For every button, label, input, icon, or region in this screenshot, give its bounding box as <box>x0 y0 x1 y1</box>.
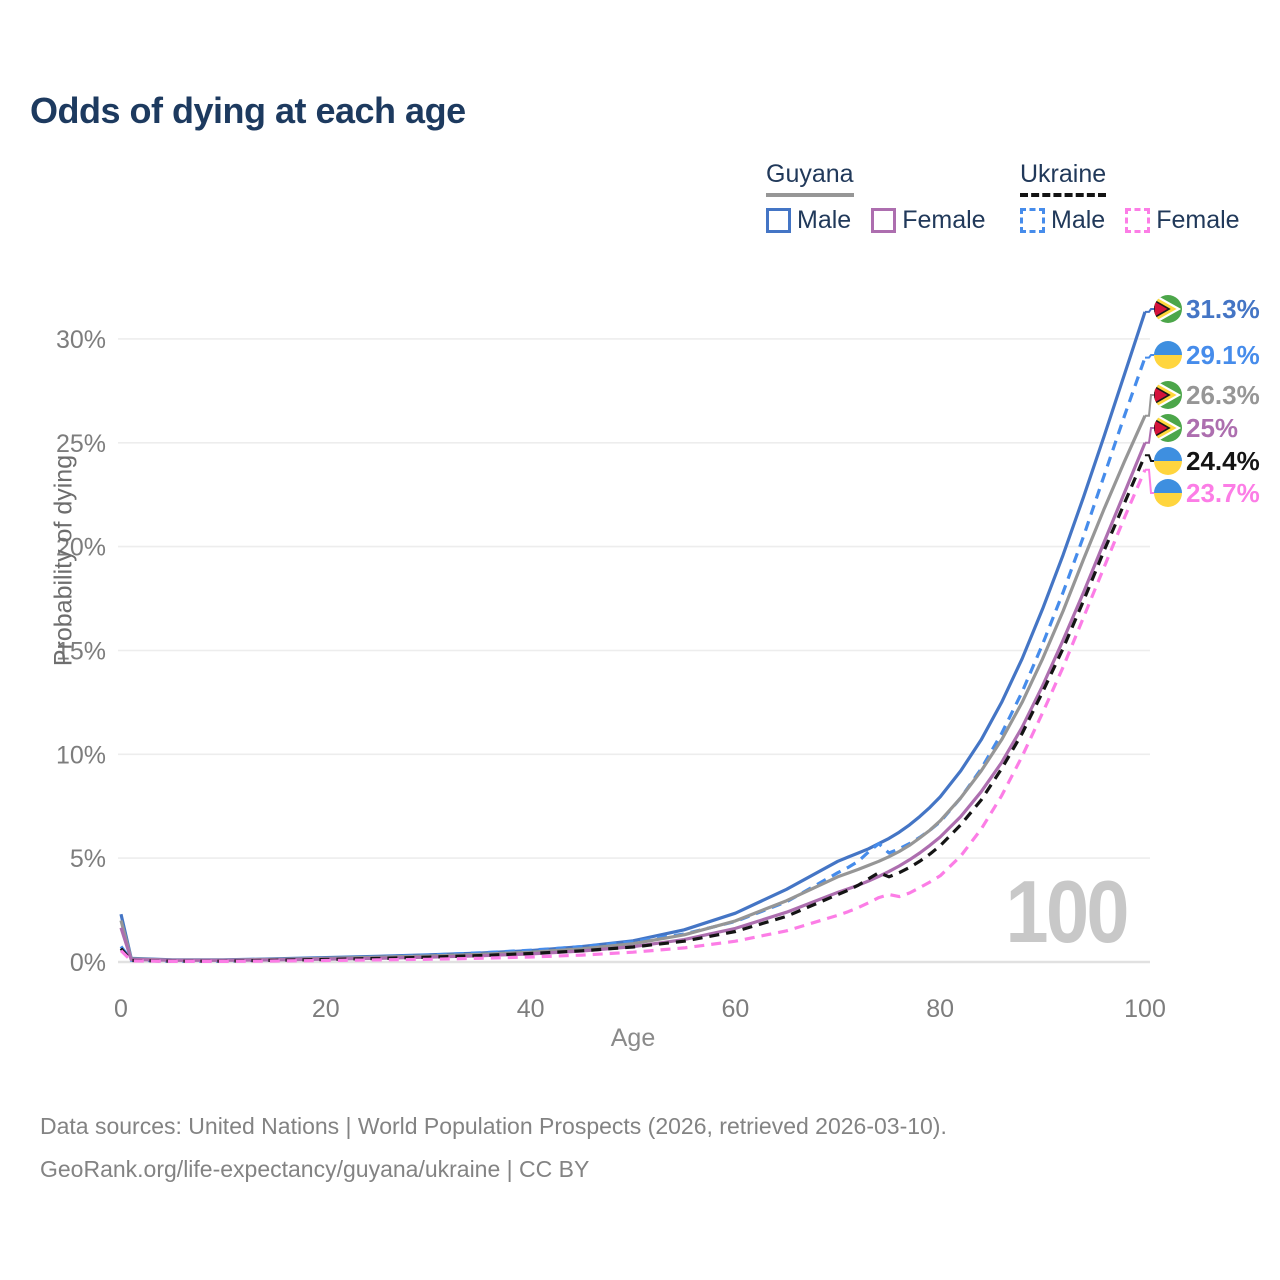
x-tick-label: 80 <box>926 995 954 1023</box>
series-line-ukraine-both <box>119 454 1147 963</box>
legend-item-ukraine-female[interactable]: Female <box>1125 206 1240 235</box>
data-source-line: Data sources: United Nations | World Pop… <box>40 1113 947 1139</box>
end-value-label-guyana-female: 25% <box>1186 413 1238 443</box>
legend-item-ukraine-male[interactable]: Male <box>1020 206 1105 235</box>
series-line-guyana-female <box>119 442 1147 962</box>
guyana-flag-icon <box>1154 381 1182 409</box>
guyana-female-swatch-icon <box>871 208 897 233</box>
x-tick-label: 0 <box>114 995 128 1023</box>
end-value-label-guyana-male: 31.3% <box>1186 294 1260 324</box>
end-label-connector-ukraine-female <box>1145 468 1154 494</box>
end-label-connector-guyana-male <box>1145 308 1154 313</box>
x-tick-label: 20 <box>312 995 340 1023</box>
legend-country-guyana[interactable]: Guyana <box>766 160 854 197</box>
x-tick-label: 40 <box>517 995 545 1023</box>
end-value-label-ukraine-male: 29.1% <box>1186 340 1260 370</box>
legend-item-guyana-female[interactable]: Female <box>871 206 986 235</box>
end-label-connector-guyana-both <box>1145 394 1154 417</box>
age-watermark: 100 <box>1005 862 1130 961</box>
end-label-connector-ukraine-male <box>1145 354 1154 359</box>
legend-country-ukraine[interactable]: Ukraine <box>1020 160 1107 197</box>
ukraine-female-swatch-icon <box>1125 208 1151 233</box>
y-tick-label: 5% <box>70 845 106 873</box>
end-value-label-ukraine-female: 23.7% <box>1186 478 1260 508</box>
guyana-flag-icon <box>1154 414 1182 442</box>
ukraine-flag-icon <box>1154 341 1182 369</box>
attribution-line: GeoRank.org/life-expectancy/guyana/ukrai… <box>40 1156 590 1182</box>
x-axis-title: Age <box>610 1024 656 1052</box>
series-line-ukraine-male <box>119 357 1147 963</box>
legend-label: Male <box>1051 206 1106 234</box>
legend-label: Female <box>1156 206 1240 234</box>
series-line-guyana-male <box>119 311 1147 962</box>
end-label-connector-ukraine-both <box>1145 454 1154 462</box>
series-line-guyana-both <box>119 415 1147 962</box>
x-tick-label: 60 <box>721 995 749 1023</box>
footer: Data sources: United Nations | World Pop… <box>40 1105 947 1191</box>
y-tick-label: 30% <box>56 326 106 354</box>
y-tick-label: 15% <box>56 638 106 666</box>
legend-group-ukraine: Ukraine Male Female <box>1020 160 1240 235</box>
y-tick-label: 0% <box>70 949 106 977</box>
y-tick-label: 10% <box>56 741 106 769</box>
y-axis-title: Probability of dying <box>49 454 78 667</box>
legend-label: Male <box>797 206 852 234</box>
ukraine-flag-icon <box>1154 479 1182 507</box>
ukraine-flag-icon <box>1154 447 1182 475</box>
ukraine-male-swatch-icon <box>1020 208 1045 233</box>
legend-item-guyana-male[interactable]: Male <box>766 206 851 235</box>
x-tick-label: 100 <box>1124 995 1166 1023</box>
page-title: Odds of dying at each age <box>30 90 466 131</box>
end-label-connector-guyana-female <box>1145 427 1154 444</box>
y-tick-label: 25% <box>56 430 106 458</box>
guyana-flag-icon <box>1154 295 1182 323</box>
legend-label: Female <box>902 206 986 234</box>
guyana-male-swatch-icon <box>766 208 791 233</box>
series-line-ukraine-female <box>119 469 1147 964</box>
end-value-label-guyana-both: 26.3% <box>1186 380 1260 410</box>
end-value-label-ukraine-both: 24.4% <box>1186 446 1260 476</box>
legend-group-guyana: Guyana Male Female <box>766 160 986 235</box>
y-tick-label: 20% <box>56 534 106 562</box>
